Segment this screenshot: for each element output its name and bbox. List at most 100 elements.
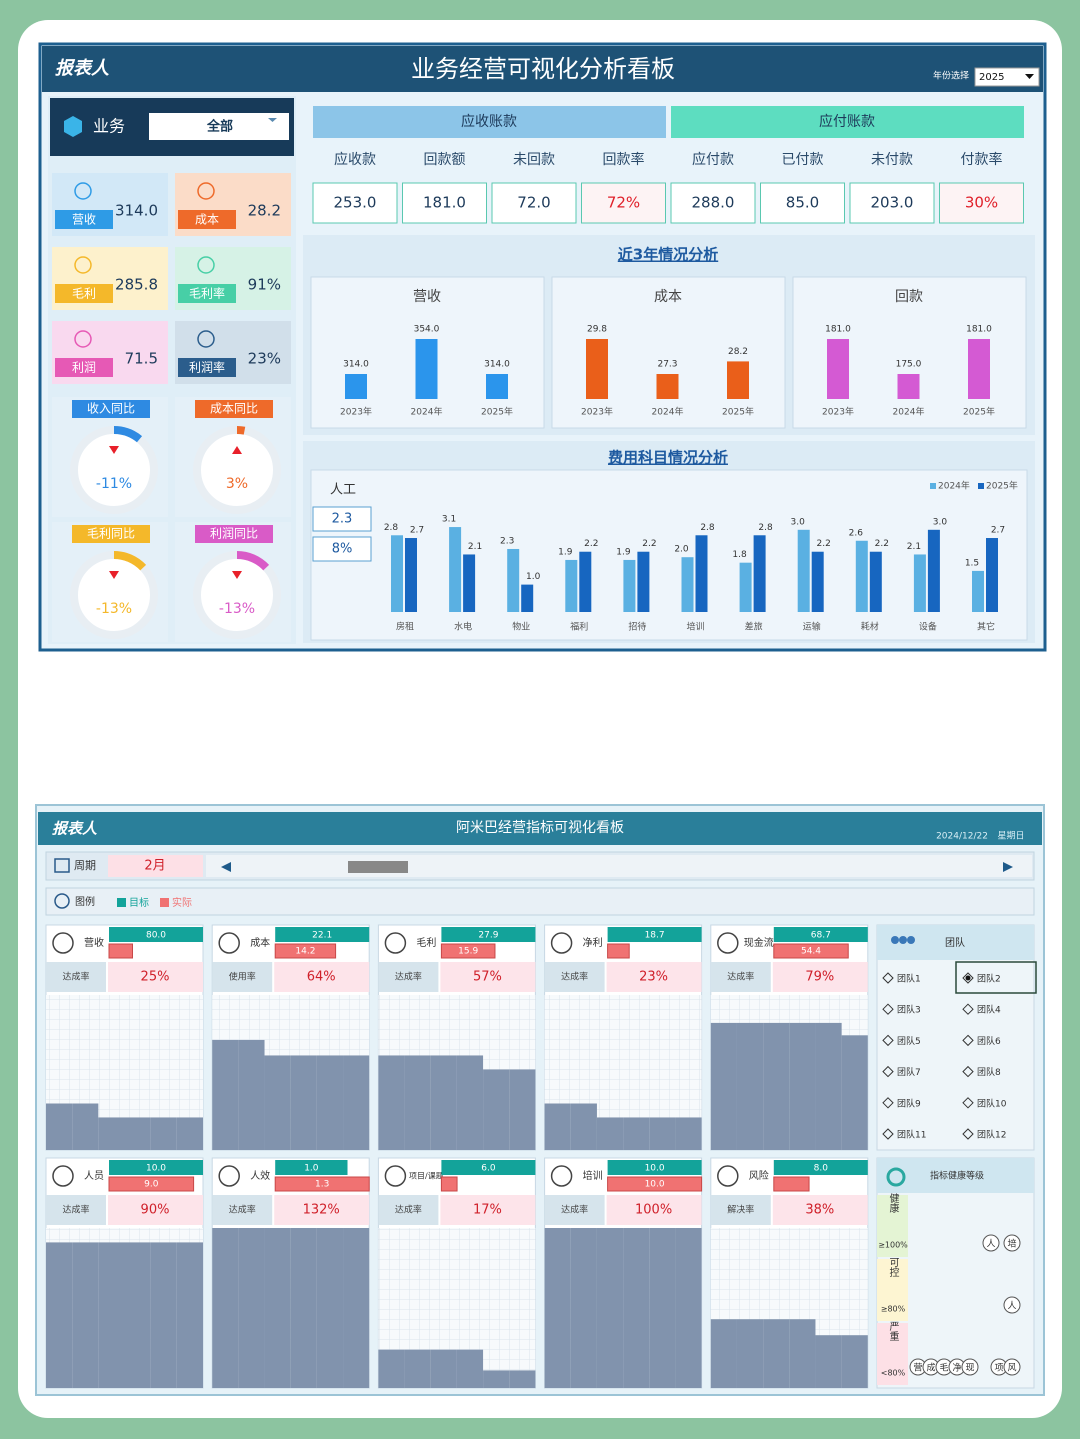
team-option[interactable]: 团队10 [977,1097,1007,1109]
team-option[interactable]: 团队4 [977,1004,1001,1016]
scroll-right[interactable] [1003,862,1013,872]
value-label: 1.9 [616,547,631,557]
kpi-badge [178,210,236,229]
health-item: 人 [986,1239,995,1250]
period-box [108,855,203,877]
rate-cell [274,1195,370,1225]
step-column [124,1117,151,1150]
radio[interactable] [962,1065,974,1078]
kpi-icon [74,256,92,274]
radio[interactable] [882,1097,894,1109]
business-value[interactable]: 全部 [206,119,233,135]
radio[interactable] [962,972,974,984]
team-option[interactable]: 团队8 [977,1066,1001,1078]
radio[interactable] [962,1034,974,1047]
metric-icon [384,1165,407,1187]
bar [586,339,608,399]
step-column [212,1228,239,1388]
x-tick-label: 2024年 [652,406,684,418]
bar [869,551,882,612]
gauge-badge [72,400,150,418]
team-option[interactable]: 团队2 [977,973,1001,985]
x-tick-label: 2023年 [581,406,613,418]
step-column [789,1319,816,1388]
rate-name: 达成率 [561,1204,588,1216]
rate-name: 达成率 [62,1204,89,1216]
target-label: 22.1 [312,931,332,941]
radio[interactable] [882,1034,894,1047]
bar [449,527,462,612]
rate-value: 90% [141,1203,170,1218]
kpi-value: 28.2 [248,202,281,220]
dropdown-arrow [1025,74,1034,79]
step-column [509,1370,536,1388]
metric-name: 毛利 [416,937,436,949]
target-bar [441,927,536,942]
column-label: 应收款 [334,151,376,168]
column-label: 回款率 [603,151,645,168]
health-bubble [961,1358,979,1376]
team-option[interactable]: 团队9 [897,1097,921,1109]
radio[interactable] [882,1128,894,1140]
bar [739,562,752,612]
column-value: 85.0 [786,194,819,212]
rate-name: 达成率 [395,971,422,983]
step-column [264,1055,291,1150]
year-label: 年份选择 [933,70,969,82]
value-label: 181.0 [966,325,992,335]
bar [463,554,476,612]
radio[interactable] [962,1097,974,1109]
metric-icon [218,932,240,954]
value-box [312,182,398,224]
kpi-icon [74,330,92,348]
radio[interactable] [962,1128,974,1140]
step-column [316,1228,344,1388]
health-item: 净 [952,1362,961,1374]
radio[interactable] [882,1003,894,1015]
year-select[interactable] [974,67,1040,87]
bar [565,559,578,612]
bar [637,551,650,612]
kpi-icon [74,182,92,200]
legend-label: 目标 [129,897,149,909]
team-option[interactable]: 团队5 [897,1035,921,1047]
team-option[interactable]: 团队12 [977,1129,1006,1141]
step-column [544,1228,571,1388]
scroll-thumb[interactable] [348,861,408,873]
team-option[interactable]: 团队1 [897,973,921,985]
x-tick-label: 2023年 [340,406,372,418]
gauge-label: 收入同比 [87,402,135,416]
radio[interactable] [962,1003,974,1015]
level-threshold: <80% [881,1369,906,1378]
team-option[interactable]: 团队6 [977,1035,1001,1047]
rate-value: 17% [473,1203,502,1218]
step-column [815,1022,842,1150]
kpi-label: 成本 [195,213,219,227]
radio[interactable] [882,972,894,984]
metric-name-cell [212,962,273,992]
scroll-left[interactable] [221,862,231,872]
team-option[interactable]: 团队7 [897,1066,921,1078]
team-option[interactable]: 团队11 [897,1129,926,1141]
value-label: 2.6 [849,528,864,538]
rate-value: 79% [805,970,834,985]
radio-dot [965,975,971,981]
value-label: 2.3 [500,536,514,546]
actual-label: 9.0 [144,1180,159,1190]
metric-name-cell [544,1195,605,1225]
kpi-label: 利润率 [189,360,225,375]
kpi-badge [55,284,113,303]
metric-name: 现金流 [744,936,774,949]
radio[interactable] [882,1065,894,1078]
column-label: 回款额 [424,152,466,168]
target-bar [607,1160,702,1175]
legend-swatch [930,483,936,489]
step-column [150,1117,177,1150]
gauge-value: 3% [226,476,248,492]
rate-name: 达成率 [62,971,89,983]
metric-icon [717,932,739,954]
business-select[interactable] [149,113,289,140]
level-cell [877,1323,908,1385]
actual-label: 14.2 [295,947,315,957]
team-option[interactable]: 团队3 [897,1004,921,1016]
